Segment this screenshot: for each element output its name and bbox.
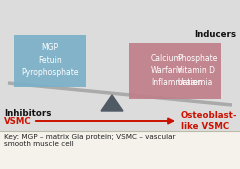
Text: VSMC: VSMC (4, 116, 32, 126)
Text: Phosphate
Vitamin D
Uraæmia: Phosphate Vitamin D Uraæmia (177, 54, 217, 87)
Text: Key: MGP – matrix Gla protein; VSMC – vascular
smooth muscle cell: Key: MGP – matrix Gla protein; VSMC – va… (4, 134, 175, 147)
Polygon shape (101, 95, 123, 111)
Text: Calcium
Warfarin
Inflammation: Calcium Warfarin Inflammation (151, 54, 202, 87)
Bar (14, 35, 86, 87)
Text: MGP
Fetuin
Pyrophosphate: MGP Fetuin Pyrophosphate (21, 43, 79, 77)
Bar (129, 43, 221, 99)
Text: Inhibitors: Inhibitors (4, 109, 51, 118)
Bar (0, 131, 240, 169)
Text: Inducers: Inducers (194, 30, 236, 39)
Text: Osteoblast-
like VSMC: Osteoblast- like VSMC (181, 111, 238, 131)
